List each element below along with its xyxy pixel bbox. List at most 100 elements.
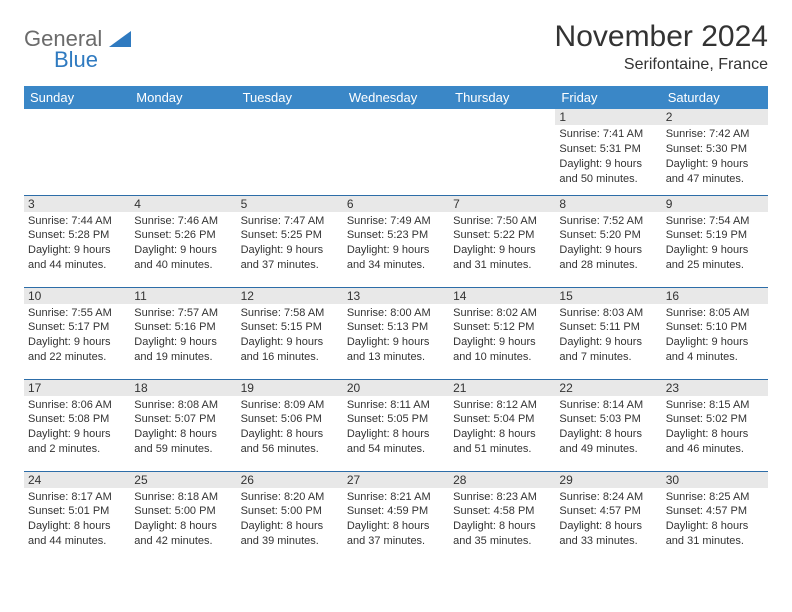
day-info: Sunrise: 7:52 AMSunset: 5:20 PMDaylight:…: [559, 214, 657, 273]
day-info: Sunrise: 7:46 AMSunset: 5:26 PMDaylight:…: [134, 214, 232, 273]
day-info: Sunrise: 7:42 AMSunset: 5:30 PMDaylight:…: [666, 127, 764, 186]
day-number: 30: [662, 472, 768, 488]
day-cell: 2 Sunrise: 7:42 AMSunset: 5:30 PMDaylight…: [662, 109, 768, 195]
location-label: Serifontaine, France: [555, 56, 768, 74]
dow-tuesday: Tuesday: [237, 86, 343, 109]
day-info: Sunrise: 8:11 AMSunset: 5:05 PMDaylight:…: [347, 398, 445, 457]
day-cell: 27 Sunrise: 8:21 AMSunset: 4:59 PMDayligh…: [343, 471, 449, 563]
day-cell: [130, 109, 236, 195]
day-info: Sunrise: 7:41 AMSunset: 5:31 PMDaylight:…: [559, 127, 657, 186]
dow-saturday: Saturday: [662, 86, 768, 109]
day-cell: 10 Sunrise: 7:55 AMSunset: 5:17 PMDayligh…: [24, 287, 130, 379]
day-number: 23: [662, 380, 768, 396]
day-cell: 23 Sunrise: 8:15 AMSunset: 5:02 PMDayligh…: [662, 379, 768, 471]
day-info: Sunrise: 7:57 AMSunset: 5:16 PMDaylight:…: [134, 306, 232, 365]
day-cell: [449, 109, 555, 195]
day-number: 10: [24, 288, 130, 304]
day-number: 8: [555, 196, 661, 212]
day-info: Sunrise: 7:50 AMSunset: 5:22 PMDaylight:…: [453, 214, 551, 273]
day-cell: 17 Sunrise: 8:06 AMSunset: 5:08 PMDayligh…: [24, 379, 130, 471]
day-number: 13: [343, 288, 449, 304]
day-cell: 9 Sunrise: 7:54 AMSunset: 5:19 PMDaylight…: [662, 195, 768, 287]
day-cell: 26 Sunrise: 8:20 AMSunset: 5:00 PMDayligh…: [237, 471, 343, 563]
week-row: 24Sunrise: 8:17 AMSunset: 5:01 PMDayligh…: [24, 471, 768, 563]
day-info: Sunrise: 7:55 AMSunset: 5:17 PMDaylight:…: [28, 306, 126, 365]
day-number: 29: [555, 472, 661, 488]
day-cell: 6 Sunrise: 7:49 AMSunset: 5:23 PMDaylight…: [343, 195, 449, 287]
day-cell: 29Sunrise: 8:24 AMSunset: 4:57 PMDayligh…: [555, 471, 661, 563]
week-row: 3 Sunrise: 7:44 AMSunset: 5:28 PMDaylight…: [24, 195, 768, 287]
day-of-week-row: SundayMondayTuesdayWednesdayThursdayFrid…: [24, 86, 768, 109]
day-info: Sunrise: 7:49 AMSunset: 5:23 PMDaylight:…: [347, 214, 445, 273]
day-number: 4: [130, 196, 236, 212]
day-cell: 11 Sunrise: 7:57 AMSunset: 5:16 PMDayligh…: [130, 287, 236, 379]
week-row: 10 Sunrise: 7:55 AMSunset: 5:17 PMDayligh…: [24, 287, 768, 379]
day-cell: 16Sunrise: 8:05 AMSunset: 5:10 PMDayligh…: [662, 287, 768, 379]
day-cell: [343, 109, 449, 195]
day-number: 26: [237, 472, 343, 488]
day-cell: 3 Sunrise: 7:44 AMSunset: 5:28 PMDaylight…: [24, 195, 130, 287]
day-number: 20: [343, 380, 449, 396]
day-info: Sunrise: 8:14 AMSunset: 5:03 PMDaylight:…: [559, 398, 657, 457]
day-info: Sunrise: 8:02 AMSunset: 5:12 PMDaylight:…: [453, 306, 551, 365]
day-info: Sunrise: 8:17 AMSunset: 5:01 PMDaylight:…: [28, 490, 126, 549]
day-number: 18: [130, 380, 236, 396]
day-cell: [24, 109, 130, 195]
calendar-body: 1 Sunrise: 7:41 AMSunset: 5:31 PMDaylight…: [24, 109, 768, 563]
dow-friday: Friday: [555, 86, 661, 109]
day-info: Sunrise: 8:08 AMSunset: 5:07 PMDaylight:…: [134, 398, 232, 457]
day-info: Sunrise: 7:44 AMSunset: 5:28 PMDaylight:…: [28, 214, 126, 273]
day-cell: 7 Sunrise: 7:50 AMSunset: 5:22 PMDaylight…: [449, 195, 555, 287]
day-cell: 15Sunrise: 8:03 AMSunset: 5:11 PMDayligh…: [555, 287, 661, 379]
page-title: November 2024: [555, 20, 768, 54]
day-number: 2: [662, 109, 768, 125]
brand-text: General Blue: [24, 28, 131, 71]
day-info: Sunrise: 8:21 AMSunset: 4:59 PMDaylight:…: [347, 490, 445, 549]
day-info: Sunrise: 8:00 AMSunset: 5:13 PMDaylight:…: [347, 306, 445, 365]
day-info: Sunrise: 8:12 AMSunset: 5:04 PMDaylight:…: [453, 398, 551, 457]
day-cell: 1 Sunrise: 7:41 AMSunset: 5:31 PMDaylight…: [555, 109, 661, 195]
dow-sunday: Sunday: [24, 86, 130, 109]
day-number: 11: [130, 288, 236, 304]
day-info: Sunrise: 8:15 AMSunset: 5:02 PMDaylight:…: [666, 398, 764, 457]
day-number: 21: [449, 380, 555, 396]
day-number: 12: [237, 288, 343, 304]
dow-wednesday: Wednesday: [343, 86, 449, 109]
day-number: 3: [24, 196, 130, 212]
day-info: Sunrise: 7:47 AMSunset: 5:25 PMDaylight:…: [241, 214, 339, 273]
day-cell: 5 Sunrise: 7:47 AMSunset: 5:25 PMDaylight…: [237, 195, 343, 287]
day-number: 17: [24, 380, 130, 396]
day-cell: 4 Sunrise: 7:46 AMSunset: 5:26 PMDaylight…: [130, 195, 236, 287]
day-cell: 12 Sunrise: 7:58 AMSunset: 5:15 PMDayligh…: [237, 287, 343, 379]
calendar-table: SundayMondayTuesdayWednesdayThursdayFrid…: [24, 86, 768, 563]
day-cell: 28Sunrise: 8:23 AMSunset: 4:58 PMDayligh…: [449, 471, 555, 563]
day-cell: 24Sunrise: 8:17 AMSunset: 5:01 PMDayligh…: [24, 471, 130, 563]
day-number: 7: [449, 196, 555, 212]
day-info: Sunrise: 8:06 AMSunset: 5:08 PMDaylight:…: [28, 398, 126, 457]
dow-thursday: Thursday: [449, 86, 555, 109]
day-cell: 18 Sunrise: 8:08 AMSunset: 5:07 PMDayligh…: [130, 379, 236, 471]
day-number: 9: [662, 196, 768, 212]
week-row: 1 Sunrise: 7:41 AMSunset: 5:31 PMDaylight…: [24, 109, 768, 195]
day-number: 5: [237, 196, 343, 212]
day-number: 14: [449, 288, 555, 304]
logo-triangle-icon: [109, 31, 131, 52]
day-info: Sunrise: 8:05 AMSunset: 5:10 PMDaylight:…: [666, 306, 764, 365]
day-cell: 19Sunrise: 8:09 AMSunset: 5:06 PMDayligh…: [237, 379, 343, 471]
day-number: 27: [343, 472, 449, 488]
day-number: 1: [555, 109, 661, 125]
day-info: Sunrise: 8:20 AMSunset: 5:00 PMDaylight:…: [241, 490, 339, 549]
day-info: Sunrise: 8:18 AMSunset: 5:00 PMDaylight:…: [134, 490, 232, 549]
day-info: Sunrise: 7:54 AMSunset: 5:19 PMDaylight:…: [666, 214, 764, 273]
day-cell: 13 Sunrise: 8:00 AMSunset: 5:13 PMDayligh…: [343, 287, 449, 379]
day-number: 6: [343, 196, 449, 212]
day-cell: 20 Sunrise: 8:11 AMSunset: 5:05 PMDayligh…: [343, 379, 449, 471]
day-info: Sunrise: 7:58 AMSunset: 5:15 PMDaylight:…: [241, 306, 339, 365]
day-cell: 14 Sunrise: 8:02 AMSunset: 5:12 PMDayligh…: [449, 287, 555, 379]
brand-line2: Blue: [54, 49, 131, 71]
title-block: November 2024 Serifontaine, France: [555, 20, 768, 74]
header: General Blue November 2024 Serifontaine,…: [24, 20, 768, 74]
day-cell: 22Sunrise: 8:14 AMSunset: 5:03 PMDayligh…: [555, 379, 661, 471]
day-cell: 21 Sunrise: 8:12 AMSunset: 5:04 PMDayligh…: [449, 379, 555, 471]
day-info: Sunrise: 8:03 AMSunset: 5:11 PMDaylight:…: [559, 306, 657, 365]
